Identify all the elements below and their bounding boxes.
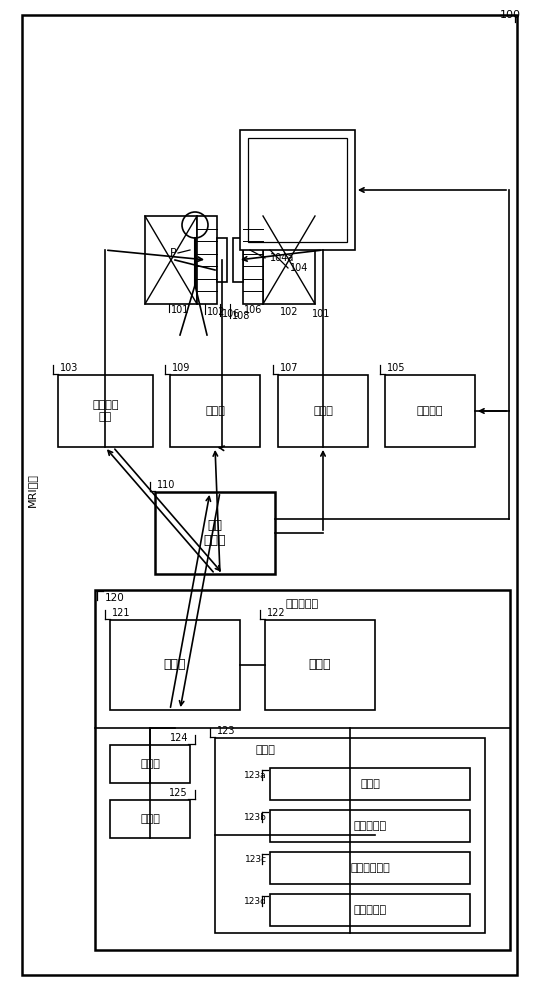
Bar <box>145 216 197 304</box>
Text: 110: 110 <box>157 480 176 490</box>
Bar <box>243 216 263 304</box>
Bar <box>248 138 347 242</box>
Bar <box>110 745 190 783</box>
Text: 显示部: 显示部 <box>140 814 160 824</box>
Text: 配置部: 配置部 <box>360 779 380 789</box>
Bar <box>95 590 510 950</box>
Text: 122: 122 <box>267 608 286 618</box>
Text: 123d: 123d <box>244 897 267 906</box>
Bar <box>215 738 485 933</box>
Text: 101: 101 <box>312 309 330 319</box>
Text: 102: 102 <box>207 307 226 317</box>
Bar <box>110 800 190 838</box>
Text: 发送部: 发送部 <box>313 406 333 416</box>
Text: 存储部: 存储部 <box>309 658 331 672</box>
Text: 计算机系统: 计算机系统 <box>286 599 319 609</box>
Bar <box>265 620 375 710</box>
Text: 109: 109 <box>172 363 191 373</box>
Bar <box>58 375 153 447</box>
Text: 120: 120 <box>105 593 125 603</box>
Bar <box>170 375 260 447</box>
Text: 控制部: 控制部 <box>255 745 275 755</box>
Text: 106: 106 <box>222 309 240 319</box>
Text: MRI装置: MRI装置 <box>27 473 37 507</box>
Text: 图像生成部: 图像生成部 <box>354 905 387 915</box>
Text: 102: 102 <box>280 307 298 317</box>
Bar <box>270 768 470 800</box>
Text: 接收部: 接收部 <box>205 406 225 416</box>
Text: 序列
控制部: 序列 控制部 <box>204 519 226 547</box>
Text: 101: 101 <box>171 305 190 315</box>
Text: 108: 108 <box>232 311 251 321</box>
Bar <box>385 375 475 447</box>
Text: 床控制部: 床控制部 <box>417 406 443 416</box>
Text: 104: 104 <box>290 263 308 273</box>
Bar <box>270 810 470 842</box>
Text: 107: 107 <box>280 363 299 373</box>
Bar <box>270 894 470 926</box>
Bar <box>110 620 240 710</box>
Text: 105: 105 <box>387 363 406 373</box>
Bar <box>197 216 217 304</box>
Text: 输入部: 输入部 <box>140 759 160 769</box>
Text: 103: 103 <box>60 363 78 373</box>
Bar <box>240 130 355 250</box>
Text: 123c: 123c <box>245 855 267 864</box>
Text: P: P <box>170 248 177 258</box>
Bar <box>278 375 368 447</box>
Text: 106: 106 <box>244 305 262 315</box>
Bar <box>263 216 315 304</box>
Text: 125: 125 <box>170 788 188 798</box>
Text: 数据导出部: 数据导出部 <box>354 821 387 831</box>
Text: 灵敏度导出部: 灵敏度导出部 <box>350 863 390 873</box>
Text: 123: 123 <box>217 726 235 736</box>
Bar <box>217 238 227 282</box>
Bar <box>233 238 243 282</box>
Bar <box>270 852 470 884</box>
Text: 121: 121 <box>112 608 131 618</box>
Text: 123a: 123a <box>245 771 267 780</box>
Text: 123b: 123b <box>244 813 267 822</box>
Text: 104a: 104a <box>270 253 294 263</box>
Text: 倾斜磁场
电源: 倾斜磁场 电源 <box>92 400 119 422</box>
Bar <box>155 492 275 574</box>
Text: 接口部: 接口部 <box>164 658 186 672</box>
Text: 124: 124 <box>170 733 188 743</box>
Text: 100: 100 <box>500 10 521 20</box>
